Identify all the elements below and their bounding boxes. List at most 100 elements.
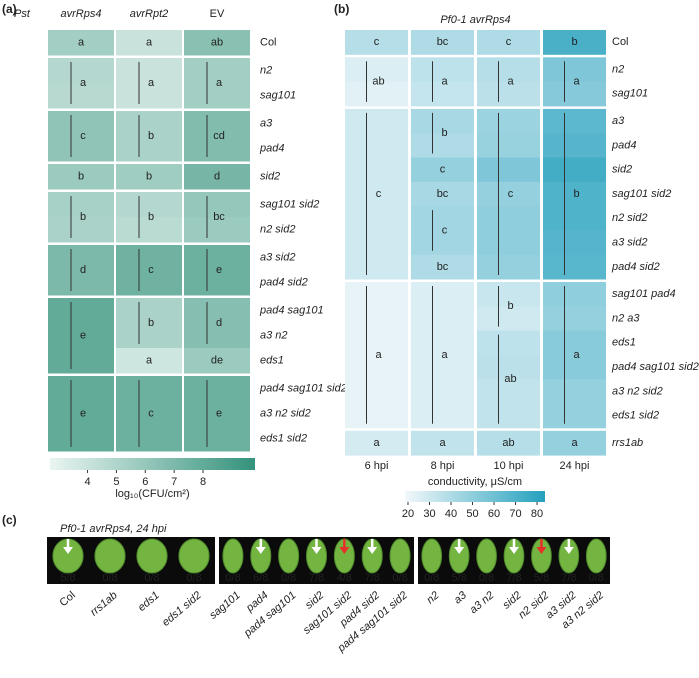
row-label: Col [260, 36, 277, 48]
heat-cell [184, 270, 250, 296]
heat-cell [477, 30, 540, 55]
heat-cell [48, 136, 114, 162]
panel-label: (b) [334, 2, 349, 16]
heat-cell [543, 254, 606, 280]
leaf [94, 538, 126, 574]
heat-cell [116, 426, 182, 452]
group-letter: e [80, 329, 86, 341]
group-letter: b [78, 170, 84, 182]
heat-cell [184, 83, 250, 109]
row-label: pad4 sag101 sid2 [259, 382, 347, 394]
heat-cell [477, 254, 540, 280]
group-letter: e [80, 407, 86, 419]
group-letter: d [216, 317, 222, 329]
group-letter: c [442, 224, 448, 236]
heat-cell [116, 164, 182, 190]
leaf-label: pad4 sag101 [241, 589, 298, 640]
row-label: pad4 sid2 [259, 276, 308, 288]
group-letter: a [80, 77, 87, 89]
group-letter: b [571, 36, 577, 48]
heat-cell [411, 379, 474, 404]
heat-cell [477, 108, 540, 134]
heat-cell [477, 230, 540, 256]
heat-cell [543, 108, 606, 134]
heat-cell [543, 354, 606, 380]
heat-cell [345, 254, 408, 280]
row-label: pad4 sag101 [259, 304, 324, 316]
photo-caption: Pf0-1 avrRps4, 24 hpi [60, 523, 167, 535]
row-label: pad4 sid2 [611, 261, 660, 273]
row-label: sag101 pad4 [612, 288, 676, 300]
group-letter: a [573, 349, 580, 361]
colorbar-tick-label: 30 [423, 508, 435, 520]
heat-cell [411, 306, 474, 332]
heat-cell [477, 306, 540, 332]
leaf-score: 5/8 [451, 572, 466, 584]
heat-cell [184, 164, 250, 190]
heat-cell [477, 379, 540, 404]
group-letter: b [148, 317, 154, 329]
heat-cell [345, 403, 408, 429]
column-label: EV [210, 8, 225, 20]
heat-cell [48, 323, 114, 349]
heat-cell [477, 57, 540, 83]
heat-cell [184, 426, 250, 452]
group-letter: a [375, 349, 382, 361]
heat-cell [48, 298, 114, 324]
heat-cell [345, 108, 408, 134]
row-label: pad4 sag101 sid2 [611, 361, 699, 373]
group-letter: e [216, 407, 222, 419]
column-label: 24 hpi [560, 460, 590, 472]
heat-cell [48, 111, 114, 137]
row-label: pad4 [611, 139, 636, 151]
heat-cell [345, 354, 408, 380]
group-letter: a [216, 77, 223, 89]
heat-cell [543, 330, 606, 356]
group-letter: cd [213, 130, 225, 142]
heat-cell [116, 245, 182, 271]
leaf-score: 7/8 [506, 572, 521, 584]
group-letter: bc [437, 261, 449, 273]
leaf [476, 538, 497, 574]
group-letter: bc [437, 36, 449, 48]
arrow-head [367, 547, 378, 554]
group-letter: a [439, 437, 446, 449]
column-label: avrRpt2 [130, 8, 169, 20]
leaf-score: 0/8 [225, 572, 240, 584]
heat-cell [48, 217, 114, 243]
heat-cell [477, 430, 540, 456]
heat-cell [477, 354, 540, 380]
leaf [136, 538, 168, 574]
heat-cell [48, 192, 114, 218]
heat-cell [543, 430, 606, 456]
heat-cell [411, 133, 474, 158]
heat-cell [116, 30, 182, 56]
row-label: sid2 [612, 164, 632, 176]
heat-cell [116, 136, 182, 162]
row-label: sag101 [260, 89, 296, 101]
group-letter: c [374, 36, 380, 48]
heat-cell [411, 354, 474, 380]
arrow-head [509, 547, 519, 554]
heat-cell [184, 298, 250, 324]
leaf [585, 538, 607, 574]
heat-cell [345, 133, 408, 158]
heat-cell [543, 133, 606, 158]
heat-cell [477, 157, 540, 183]
group-letter: b [80, 211, 86, 223]
leaf-label: a3 n2 [468, 589, 497, 616]
leaf-score: 0/8 [479, 572, 494, 584]
arrow-head [563, 547, 574, 554]
group-letter: c [80, 130, 86, 142]
leaf-score: 7/8 [365, 572, 380, 584]
heat-cell [345, 430, 408, 456]
heat-cell [411, 206, 474, 231]
heat-cell [543, 30, 606, 55]
colorbar [50, 458, 255, 470]
row-label: eds1 [260, 354, 284, 366]
group-letter: e [216, 264, 222, 276]
heat-cell [116, 111, 182, 137]
leaf-label: rrs1ab [88, 589, 120, 618]
heat-cell [48, 245, 114, 271]
group-letter: c [376, 188, 382, 200]
